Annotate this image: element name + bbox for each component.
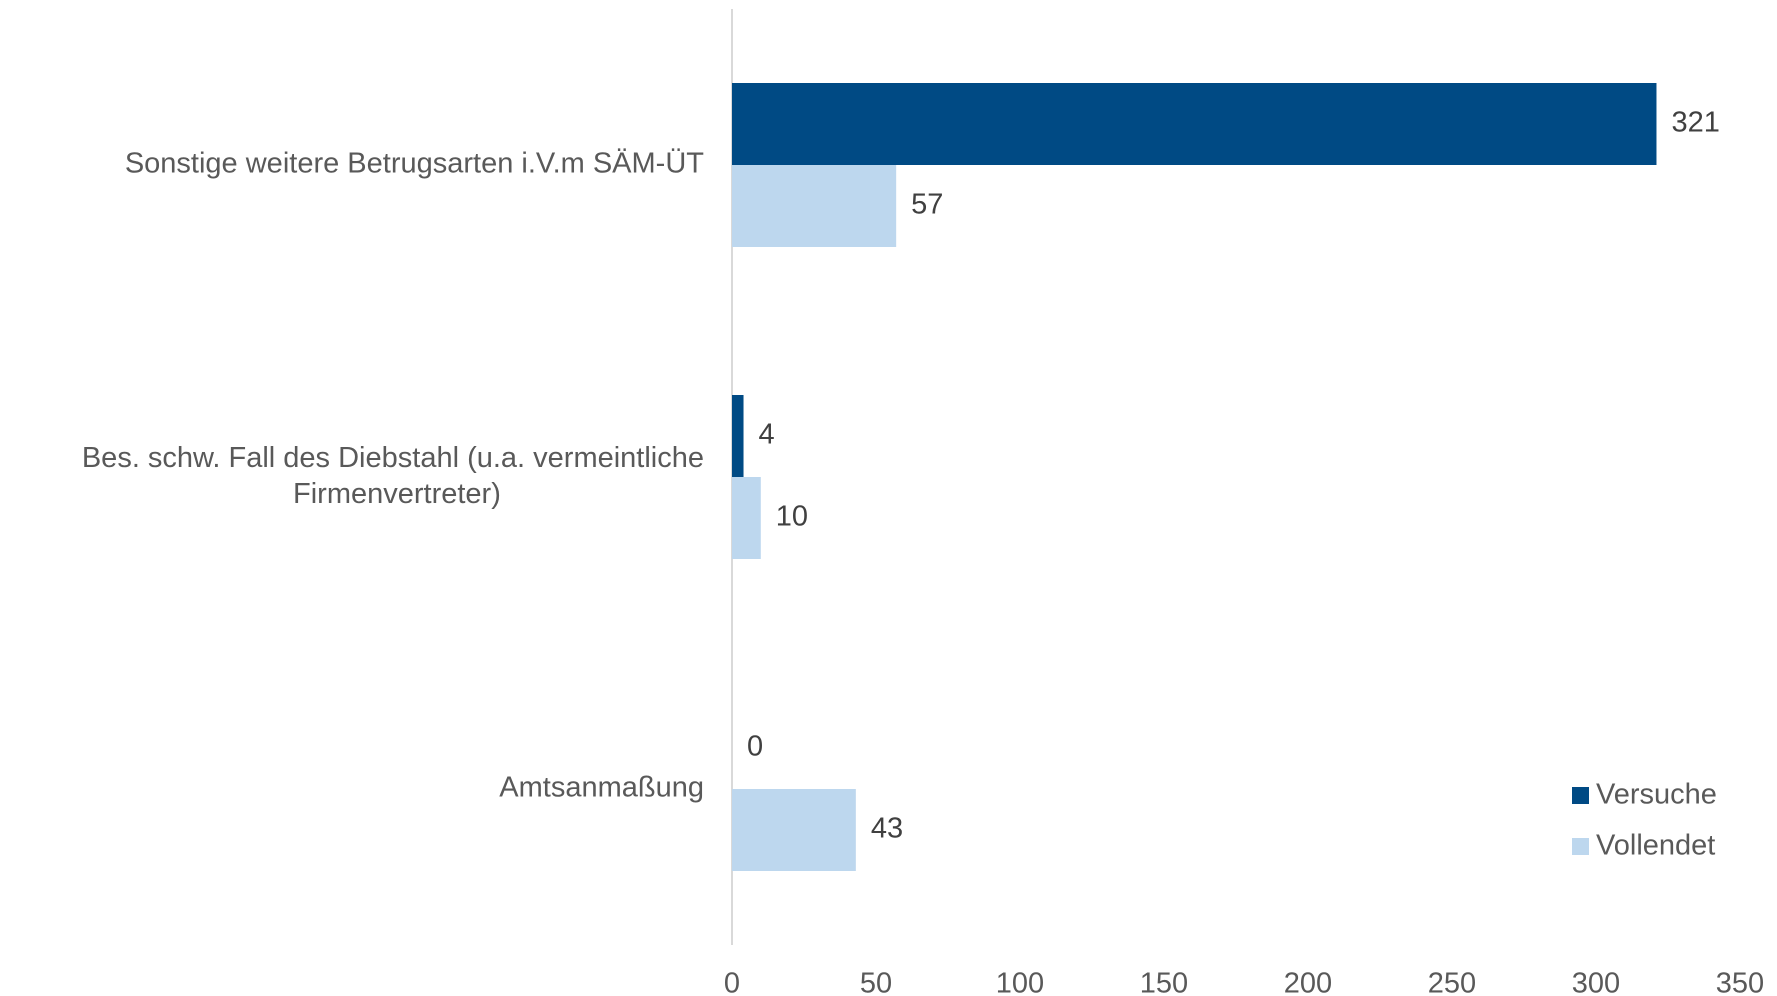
x-tick-label: 150 xyxy=(1140,968,1188,996)
bar xyxy=(732,477,761,559)
bar xyxy=(732,165,897,247)
data-label: 43 xyxy=(871,813,903,845)
y-tick-label: Amtsanmaßung xyxy=(499,772,704,804)
legend-swatch xyxy=(1572,838,1589,855)
x-tick-label: 100 xyxy=(996,968,1044,996)
x-tick-label: 0 xyxy=(724,968,740,996)
x-tick-label: 200 xyxy=(1284,968,1332,996)
bar xyxy=(732,789,856,871)
data-label: 57 xyxy=(911,189,943,221)
bar xyxy=(732,395,744,477)
data-label: 321 xyxy=(1671,107,1719,139)
data-label: 10 xyxy=(776,501,808,533)
y-tick-label: Bes. schw. Fall des Diebstahl (u.a. verm… xyxy=(82,442,704,510)
legend-label: Versuche xyxy=(1596,779,1717,811)
legend-label: Vollendet xyxy=(1596,830,1715,862)
bar xyxy=(732,83,1657,165)
x-tick-label: 350 xyxy=(1716,968,1764,996)
data-label: 4 xyxy=(759,419,775,451)
legend-swatch xyxy=(1572,787,1589,804)
data-label: 0 xyxy=(747,731,763,763)
y-tick-label: Sonstige weitere Betrugsarten i.V.m SÄM-… xyxy=(125,148,704,180)
x-tick-label: 300 xyxy=(1572,968,1620,996)
x-tick-label: 50 xyxy=(860,968,892,996)
x-tick-label: 250 xyxy=(1428,968,1476,996)
